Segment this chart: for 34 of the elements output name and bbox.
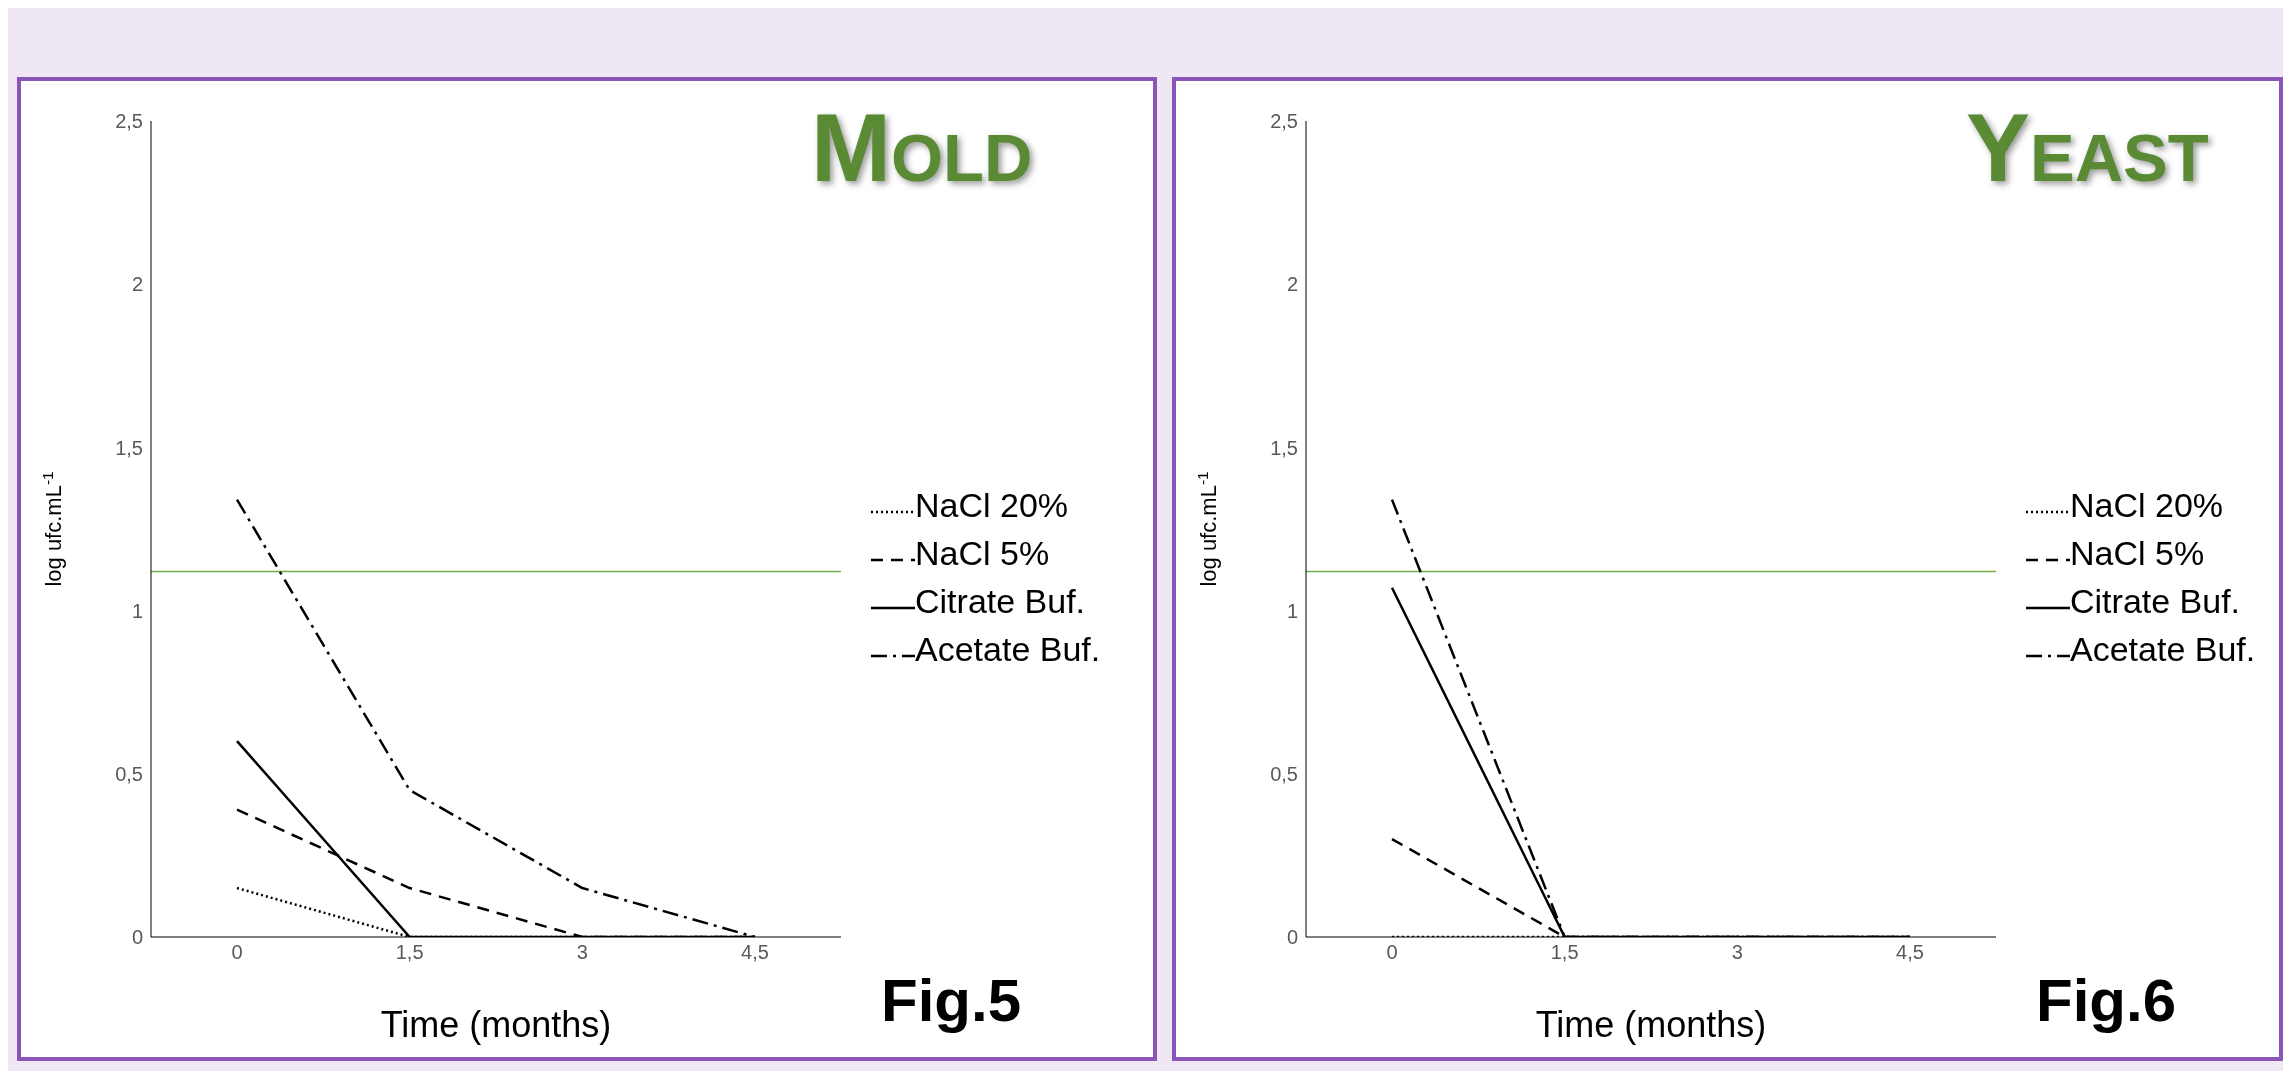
y-tick-label: 1,5 bbox=[115, 436, 143, 459]
x-axis-title: Time (months) bbox=[1535, 1004, 1767, 1045]
chart-title: Yeast bbox=[1966, 94, 2209, 201]
legend-label: Citrate Buf. bbox=[915, 581, 1086, 621]
x-tick-label: 0 bbox=[231, 941, 243, 964]
y-tick-label: 2 bbox=[1286, 273, 1298, 296]
y-tick-label: 2,5 bbox=[115, 110, 143, 133]
x-axis-title: Time (months) bbox=[380, 1004, 612, 1045]
y-tick-label: 2 bbox=[131, 273, 143, 296]
y-tick-label: 1 bbox=[131, 599, 143, 622]
y-tick-label: 0,5 bbox=[115, 762, 143, 785]
chart-title: Mold bbox=[811, 94, 1033, 201]
x-tick-label: 3 bbox=[1731, 941, 1743, 964]
y-tick-label: 1,5 bbox=[1270, 436, 1298, 459]
legend-label: NaCl 20% bbox=[2070, 485, 2224, 525]
y-tick-label: 2,5 bbox=[1270, 110, 1298, 133]
x-tick-label: 0 bbox=[1386, 941, 1398, 964]
x-tick-label: 3 bbox=[576, 941, 588, 964]
legend-label: Acetate Buf. bbox=[2070, 629, 2256, 669]
y-tick-label: 1 bbox=[1286, 599, 1298, 622]
x-tick-label: 4,5 bbox=[1896, 941, 1924, 964]
legend-label: Citrate Buf. bbox=[2070, 581, 2241, 621]
y-tick-label: 0 bbox=[131, 926, 143, 949]
x-tick-label: 4,5 bbox=[741, 941, 769, 964]
legend-label: Acetate Buf. bbox=[915, 629, 1101, 669]
legend-label: NaCl 5% bbox=[2070, 533, 2205, 573]
y-tick-label: 0,5 bbox=[1270, 762, 1298, 785]
caption: Fig.5 bbox=[881, 966, 1022, 1035]
x-tick-label: 1,5 bbox=[1550, 941, 1579, 964]
x-tick-label: 1,5 bbox=[395, 941, 424, 964]
legend-label: NaCl 20% bbox=[915, 485, 1069, 525]
caption: Fig.6 bbox=[2036, 966, 2177, 1035]
legend-label: NaCl 5% bbox=[915, 533, 1050, 573]
y-tick-label: 0 bbox=[1286, 926, 1298, 949]
